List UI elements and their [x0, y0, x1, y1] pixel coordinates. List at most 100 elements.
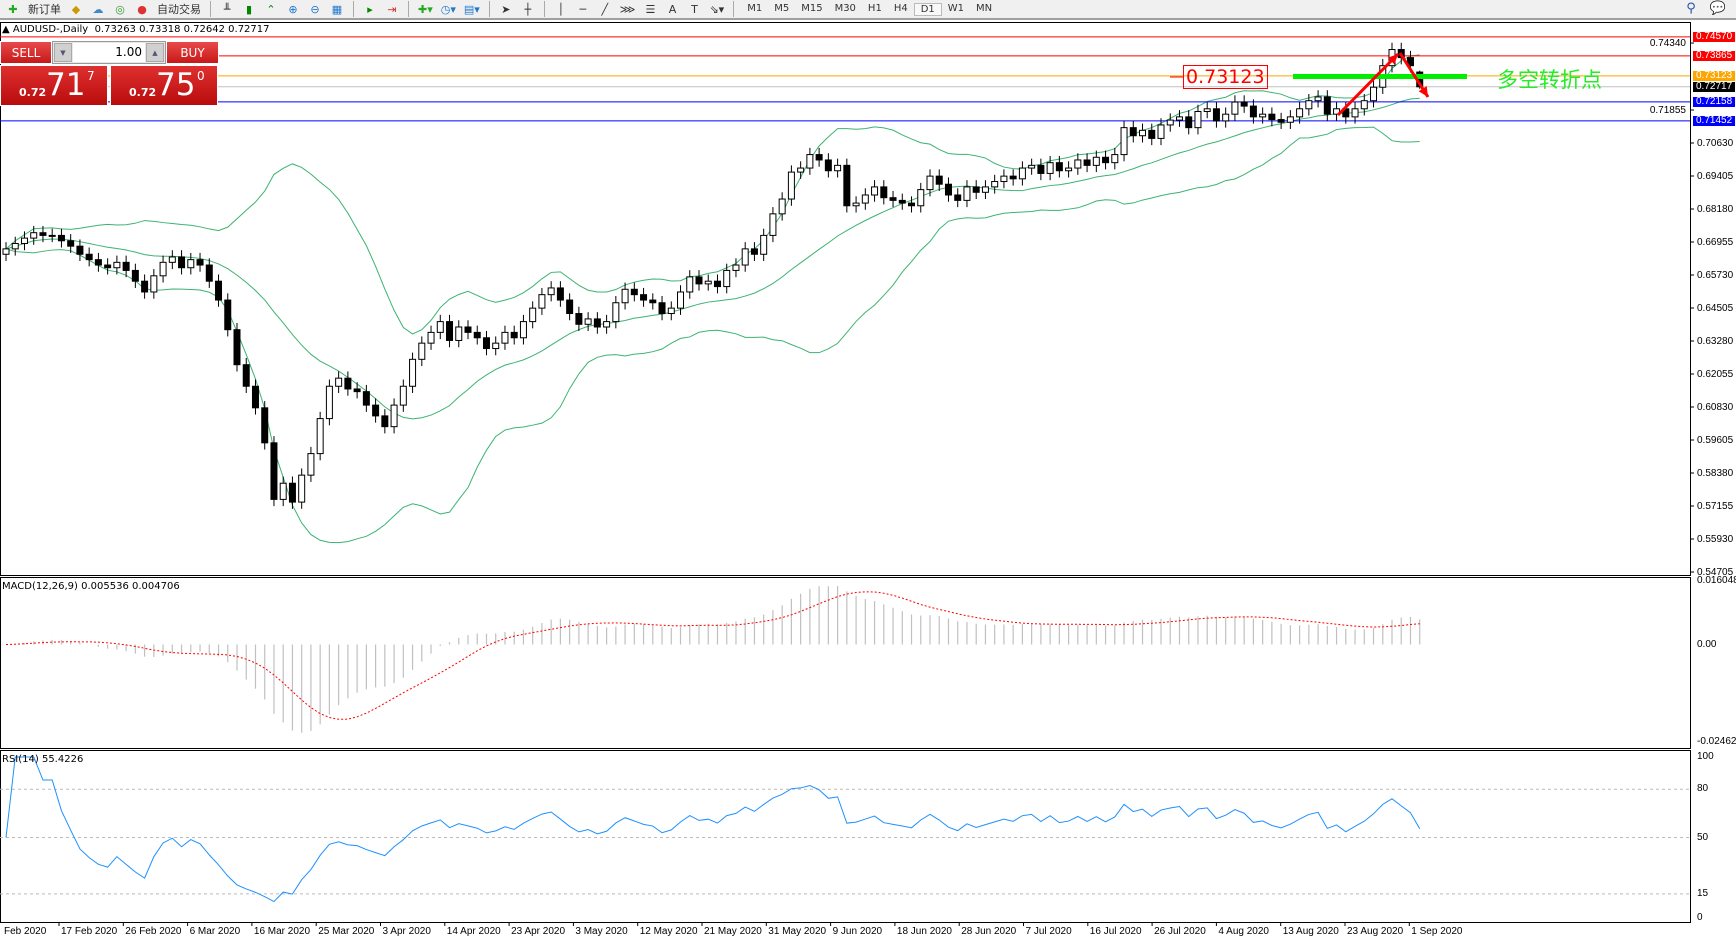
- candle-body: [593, 318, 601, 328]
- new-order-icon[interactable]: ✚: [8, 2, 18, 16]
- candle: [1296, 102, 1304, 124]
- search-icon[interactable]: ⚲: [1686, 1, 1696, 16]
- navigator-icon[interactable]: ☁: [92, 2, 104, 16]
- candle-body: [1185, 116, 1193, 129]
- line-chart-icon[interactable]: ⌃: [266, 2, 276, 16]
- candle-body: [1148, 129, 1156, 139]
- pivot-price-badge[interactable]: 0.73123: [1183, 65, 1268, 89]
- sell-button[interactable]: SELL: [0, 41, 52, 64]
- lot-decrease-button[interactable]: ▼: [54, 43, 72, 62]
- price-axis-label: 0.68180: [1697, 203, 1734, 215]
- rsi-axis-label: 0: [1697, 912, 1703, 923]
- date-axis-label: 23 Aug 2020: [1347, 926, 1404, 937]
- cursor-icon[interactable]: ➤: [501, 2, 511, 16]
- chat-icon[interactable]: 💬: [1709, 1, 1726, 16]
- candle: [750, 242, 758, 261]
- buy-price-button[interactable]: 0.72 75 0: [110, 65, 218, 106]
- candle: [288, 476, 296, 509]
- candle: [1231, 95, 1239, 121]
- timeframe-h4[interactable]: H4: [893, 2, 908, 14]
- sell-price-button[interactable]: 0.72 71 7: [0, 65, 108, 106]
- candle: [593, 312, 601, 334]
- candle-body: [390, 404, 398, 428]
- bar-chart-icon[interactable]: ╨: [223, 2, 231, 16]
- candle: [1157, 118, 1165, 146]
- metaeditor-icon[interactable]: ◆: [71, 2, 81, 16]
- buy-price-main: 75: [156, 67, 196, 103]
- candle-body: [575, 313, 583, 325]
- arrows-icon[interactable]: ⇘▾: [709, 2, 725, 16]
- candle: [1268, 107, 1276, 127]
- pivot-note-text[interactable]: 多空转折点: [1497, 68, 1602, 92]
- timeframe-m30[interactable]: M30: [834, 2, 856, 14]
- candle-body: [316, 418, 324, 455]
- zoom-out-icon[interactable]: ⊖: [310, 2, 320, 16]
- timeframe-m5[interactable]: M5: [774, 2, 790, 14]
- candle-body: [1231, 101, 1239, 115]
- candle: [843, 158, 851, 213]
- candle-body: [954, 194, 962, 201]
- candle-body: [215, 280, 223, 301]
- candle: [1166, 113, 1174, 132]
- candle: [76, 239, 84, 261]
- tile-windows-icon[interactable]: ▦: [331, 2, 343, 16]
- candle: [1314, 90, 1322, 108]
- candle-body: [131, 269, 139, 282]
- candle-body: [1074, 159, 1082, 169]
- candle-body: [1037, 164, 1045, 174]
- timeframe-m15[interactable]: M15: [801, 2, 823, 14]
- candle-body: [159, 261, 167, 277]
- candle-body: [852, 202, 860, 207]
- candle: [1055, 155, 1063, 178]
- timeframe-d1[interactable]: D1: [913, 2, 942, 16]
- chart-canvas[interactable]: [0, 22, 1736, 942]
- candle-body: [94, 259, 102, 266]
- text-label-icon[interactable]: T: [691, 2, 698, 16]
- new-order-button[interactable]: 新订单: [28, 3, 61, 16]
- signal-icon[interactable]: ◎: [115, 2, 125, 16]
- candle-body: [732, 264, 740, 271]
- candle: [399, 379, 407, 412]
- zoom-in-icon[interactable]: ⊕: [288, 2, 298, 16]
- auto-trading-icon[interactable]: ●: [137, 2, 147, 16]
- macd-axis-label: 0.00: [1697, 638, 1717, 650]
- candle: [889, 190, 897, 208]
- fibonacci-icon[interactable]: ⋙: [619, 2, 636, 16]
- vertical-line-icon[interactable]: │: [557, 2, 565, 16]
- candle: [141, 274, 149, 299]
- price-axis-label: 0.59605: [1697, 434, 1734, 446]
- chart-shift-icon[interactable]: ⇥: [387, 2, 397, 16]
- timeframe-w1[interactable]: W1: [947, 2, 965, 14]
- candle: [455, 320, 463, 348]
- candle-body: [1351, 108, 1359, 118]
- horizontal-line-icon[interactable]: ─: [579, 2, 587, 16]
- autoscroll-icon[interactable]: ▸: [367, 2, 373, 16]
- candle-body: [113, 261, 121, 269]
- crosshair-icon[interactable]: ┼: [524, 2, 532, 16]
- candlestick-icon[interactable]: ▮: [245, 2, 253, 16]
- lot-increase-button[interactable]: ▲: [146, 43, 164, 62]
- timeframe-m1[interactable]: M1: [747, 2, 763, 14]
- candle-body: [750, 248, 758, 255]
- candle: [630, 282, 638, 302]
- candle: [224, 293, 232, 337]
- timeframe-h1[interactable]: H1: [867, 2, 882, 14]
- rsi-axis-label: 50: [1697, 831, 1709, 843]
- candle: [1333, 102, 1341, 121]
- timeframe-mn[interactable]: MN: [976, 2, 993, 14]
- templates-icon[interactable]: ▤▾: [463, 2, 480, 16]
- candle: [372, 398, 380, 423]
- candle-body: [261, 407, 269, 444]
- auto-trading-button[interactable]: 自动交易: [157, 3, 201, 16]
- date-axis-label: 26 Feb 2020: [125, 926, 182, 937]
- fibonacci-fan-icon[interactable]: ☰: [645, 2, 656, 16]
- periodicity-icon[interactable]: ◷▾: [440, 2, 456, 16]
- lot-input[interactable]: 1.00: [73, 43, 145, 62]
- buy-button[interactable]: BUY: [166, 41, 219, 64]
- candle: [861, 188, 869, 210]
- candle-body: [584, 318, 592, 325]
- candle-body: [769, 213, 777, 236]
- trendline-icon[interactable]: ╱: [601, 2, 609, 16]
- indicators-icon[interactable]: ✚▾: [418, 2, 433, 16]
- text-icon[interactable]: A: [668, 2, 677, 16]
